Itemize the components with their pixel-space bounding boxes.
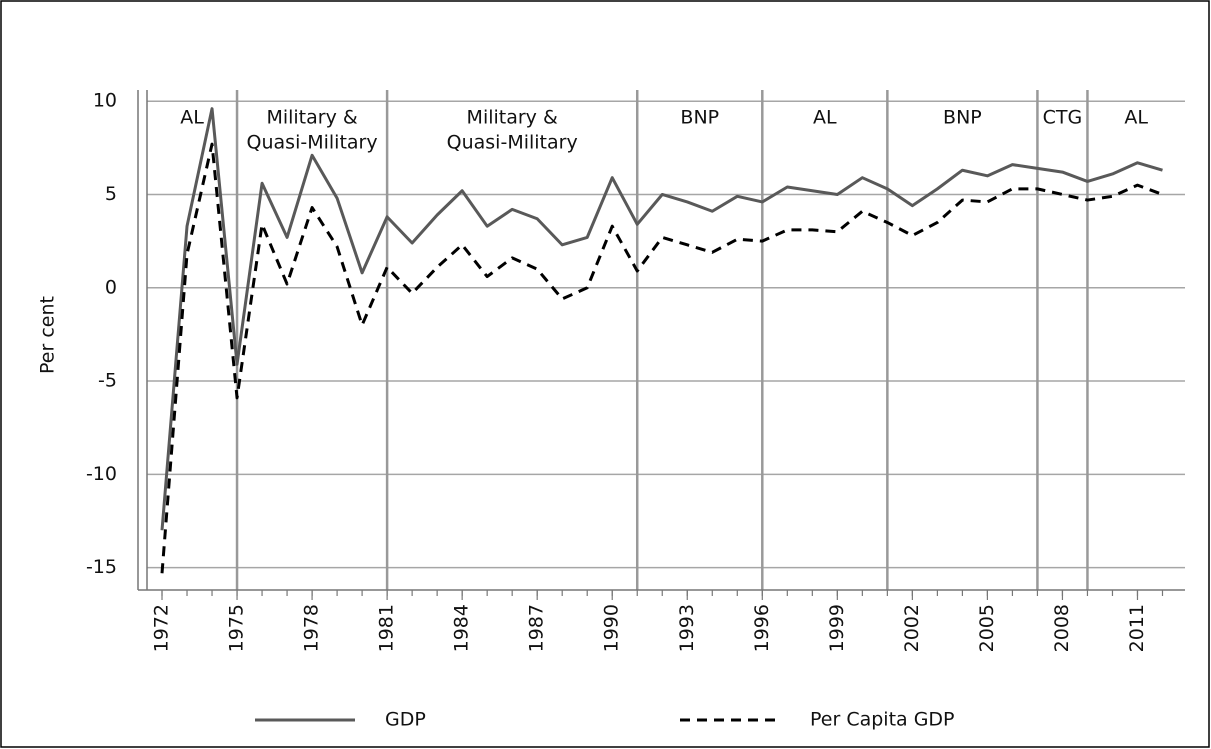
y-tick-label: -10 bbox=[86, 463, 117, 485]
period-label: AL bbox=[180, 107, 204, 129]
period-label: Quasi-Military bbox=[247, 132, 378, 154]
series-line bbox=[160, 107, 1163, 531]
period-label: Military & bbox=[266, 107, 357, 129]
y-tick-label: 0 bbox=[105, 276, 117, 298]
series-line bbox=[160, 142, 1164, 574]
period-label: AL bbox=[1124, 107, 1148, 129]
x-tick-label: 1981 bbox=[376, 604, 398, 652]
x-tick-label: 1975 bbox=[226, 604, 248, 652]
legend-label: Per Capita GDP bbox=[810, 709, 955, 731]
x-tick-label: 1984 bbox=[451, 604, 473, 652]
period-label: CTG bbox=[1043, 107, 1083, 129]
x-tick-label: 1990 bbox=[601, 604, 623, 652]
period-label: AL bbox=[813, 107, 837, 129]
y-tick-label: 10 bbox=[93, 90, 117, 112]
period-label: Military & bbox=[467, 107, 558, 129]
period-label: BNP bbox=[943, 107, 982, 129]
y-tick-label: -5 bbox=[98, 370, 117, 392]
x-tick-label: 1972 bbox=[151, 604, 173, 652]
x-tick-label: 1996 bbox=[751, 604, 773, 652]
period-label: BNP bbox=[680, 107, 719, 129]
x-tick-label: 1993 bbox=[676, 604, 698, 652]
x-tick-label: 1999 bbox=[826, 604, 848, 652]
x-tick-label: 1987 bbox=[526, 604, 548, 652]
period-label: Quasi-Military bbox=[447, 132, 578, 154]
x-tick-label: 2002 bbox=[901, 604, 923, 652]
y-tick-label: 5 bbox=[105, 183, 117, 205]
x-tick-label: 1978 bbox=[301, 604, 323, 652]
x-tick-label: 2008 bbox=[1051, 604, 1073, 652]
y-tick-label: -15 bbox=[86, 556, 117, 578]
legend-label: GDP bbox=[385, 709, 426, 731]
x-tick-label: 2005 bbox=[976, 604, 998, 652]
y-axis-label: Per cent bbox=[37, 296, 59, 374]
x-tick-label: 2011 bbox=[1126, 604, 1148, 652]
